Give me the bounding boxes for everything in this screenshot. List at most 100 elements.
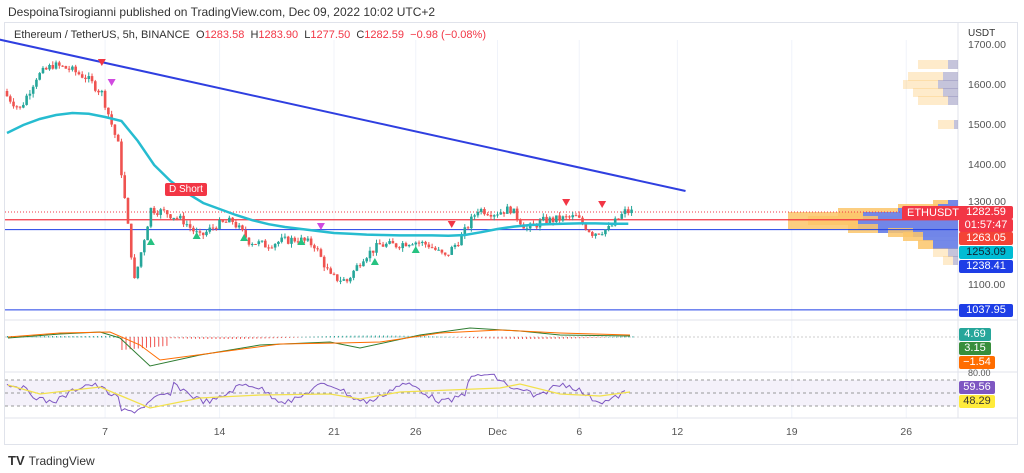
candle — [74, 66, 77, 73]
volume-profile-bar — [948, 96, 958, 105]
macd-histogram-bar — [342, 335, 344, 338]
macd-histogram-bar — [244, 337, 246, 339]
macd-histogram-bar — [489, 337, 491, 339]
candle — [329, 268, 333, 274]
macd-histogram-bar — [395, 335, 397, 338]
candle — [303, 237, 306, 241]
candle — [84, 77, 87, 80]
macd-signal-line — [7, 329, 631, 361]
macd-histogram-bar — [562, 337, 564, 339]
volume-profile-bar — [903, 80, 958, 89]
macd-histogram-bar — [485, 337, 487, 339]
macd-histogram-bar — [109, 336, 111, 338]
macd-histogram-bar — [595, 337, 597, 338]
candle — [381, 244, 385, 247]
volume-profile-bar — [948, 248, 958, 257]
tradingview-logo[interactable]: TV TradingView — [8, 453, 95, 468]
ohlc-legend: Ethereum / TetherUS, 5h, BINANCE O1283.5… — [14, 29, 486, 41]
candle — [175, 217, 179, 219]
candle — [5, 91, 9, 97]
candle — [313, 245, 316, 249]
macd-histogram-bar — [252, 337, 254, 339]
volume-profile-bar — [933, 248, 958, 257]
macd-histogram-bar — [39, 336, 41, 338]
candle — [205, 231, 208, 236]
macd-histogram-bar — [235, 337, 237, 339]
price-tick: 1500.00 — [968, 119, 1006, 131]
histogram-tag: −1.54 — [959, 356, 995, 369]
macd-histogram-bar — [145, 337, 147, 348]
candle — [51, 64, 55, 69]
tv-icon: TV — [8, 453, 25, 468]
macd-histogram-bar — [293, 337, 295, 338]
macd-histogram-bar — [137, 337, 139, 349]
last-price-tag: 1282.59 — [959, 206, 1013, 219]
macd-histogram-bar — [497, 337, 499, 339]
candle — [630, 209, 633, 214]
macd-histogram-bar — [256, 337, 258, 339]
candle — [182, 215, 185, 225]
volume-profile-bar — [943, 88, 958, 97]
candle — [378, 243, 382, 245]
close-label: C — [356, 29, 365, 41]
candle — [244, 230, 248, 238]
candle — [100, 90, 104, 93]
macd-histogram-bar — [436, 336, 438, 338]
support-tag: 1037.95 — [959, 304, 1013, 317]
candle — [600, 234, 604, 236]
candle — [267, 247, 270, 249]
volume-profile-bar — [908, 72, 958, 81]
candle — [561, 216, 565, 221]
sell-signal-icon — [97, 59, 106, 66]
macd-histogram-bar — [166, 337, 168, 346]
volume-profile-bar — [918, 96, 958, 105]
macd-histogram-bar — [80, 336, 82, 338]
candle — [594, 233, 597, 236]
macd-histogram-bar — [378, 335, 380, 338]
candle — [541, 216, 545, 221]
candle — [463, 227, 467, 236]
change-value: −0.98 (−0.08%) — [410, 29, 486, 41]
chart-frame — [4, 22, 1018, 445]
macd-histogram-bar — [325, 336, 327, 338]
rsi-tick: 80.00 — [968, 368, 991, 378]
candle — [126, 197, 130, 224]
candle — [188, 224, 192, 228]
candle — [250, 243, 254, 245]
candle — [617, 218, 620, 220]
candle — [417, 242, 421, 244]
candle — [558, 215, 561, 221]
price-tick: 1100.00 — [968, 279, 1006, 291]
macd-histogram-bar — [587, 337, 589, 339]
macd-histogram-bar — [477, 337, 479, 339]
red-line-tag: 1263.05 — [959, 232, 1013, 245]
candle — [420, 241, 424, 243]
macd-histogram-bar — [460, 337, 462, 338]
candle — [342, 279, 346, 281]
macd-histogram-bar — [51, 336, 53, 338]
macd-histogram-bar — [207, 337, 209, 339]
macd-histogram-bar — [305, 336, 307, 338]
macd-histogram-bar — [546, 337, 548, 339]
candle — [208, 227, 212, 232]
candle — [401, 243, 404, 249]
macd-histogram-bar — [329, 336, 331, 338]
candle — [90, 76, 94, 82]
candle — [120, 141, 123, 176]
candle — [54, 62, 58, 69]
candle — [515, 208, 519, 220]
macd-histogram-bar — [620, 336, 622, 338]
candle — [277, 241, 280, 244]
macd-tag: 4.69 — [959, 328, 991, 341]
candle — [241, 225, 244, 231]
candle — [286, 236, 290, 244]
volume-profile-bar — [938, 80, 958, 89]
low-value: 1277.50 — [310, 29, 351, 41]
candle — [214, 227, 218, 229]
candle — [58, 62, 61, 66]
candle — [577, 215, 581, 218]
macd-histogram-bar — [558, 337, 560, 339]
candle — [430, 247, 434, 249]
candle — [525, 228, 529, 230]
